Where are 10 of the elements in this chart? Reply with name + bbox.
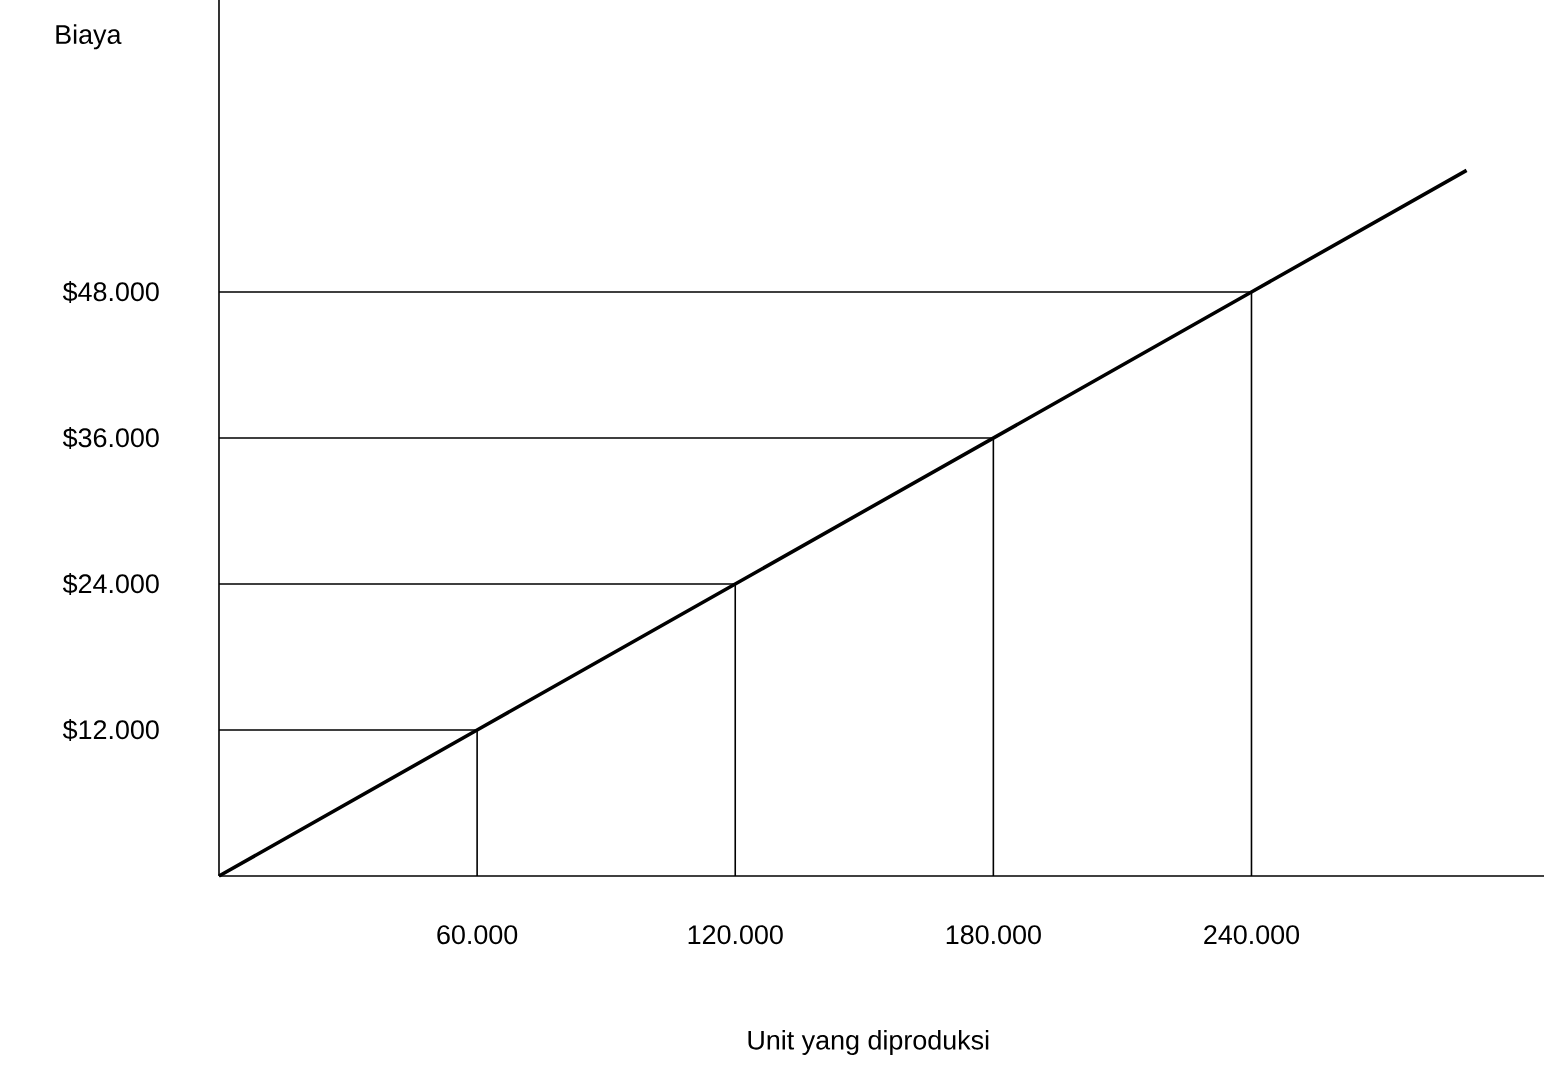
x-tick-label: 120.000 bbox=[688, 925, 783, 945]
x-tick-label: 240.000 bbox=[1204, 925, 1300, 945]
x-tick-label: 180.000 bbox=[946, 925, 1041, 945]
x-axis-title: Unit yang diproduksi bbox=[748, 1029, 989, 1055]
y-tick-label: $48.000 bbox=[62, 281, 159, 303]
y-tick-label: $24.000 bbox=[62, 573, 159, 595]
y-tick-label: $36.000 bbox=[62, 427, 159, 449]
y-tick-label: $12.000 bbox=[62, 719, 159, 741]
y-axis-title: Biaya bbox=[56, 24, 122, 50]
x-tick-label: 60.000 bbox=[437, 925, 518, 945]
